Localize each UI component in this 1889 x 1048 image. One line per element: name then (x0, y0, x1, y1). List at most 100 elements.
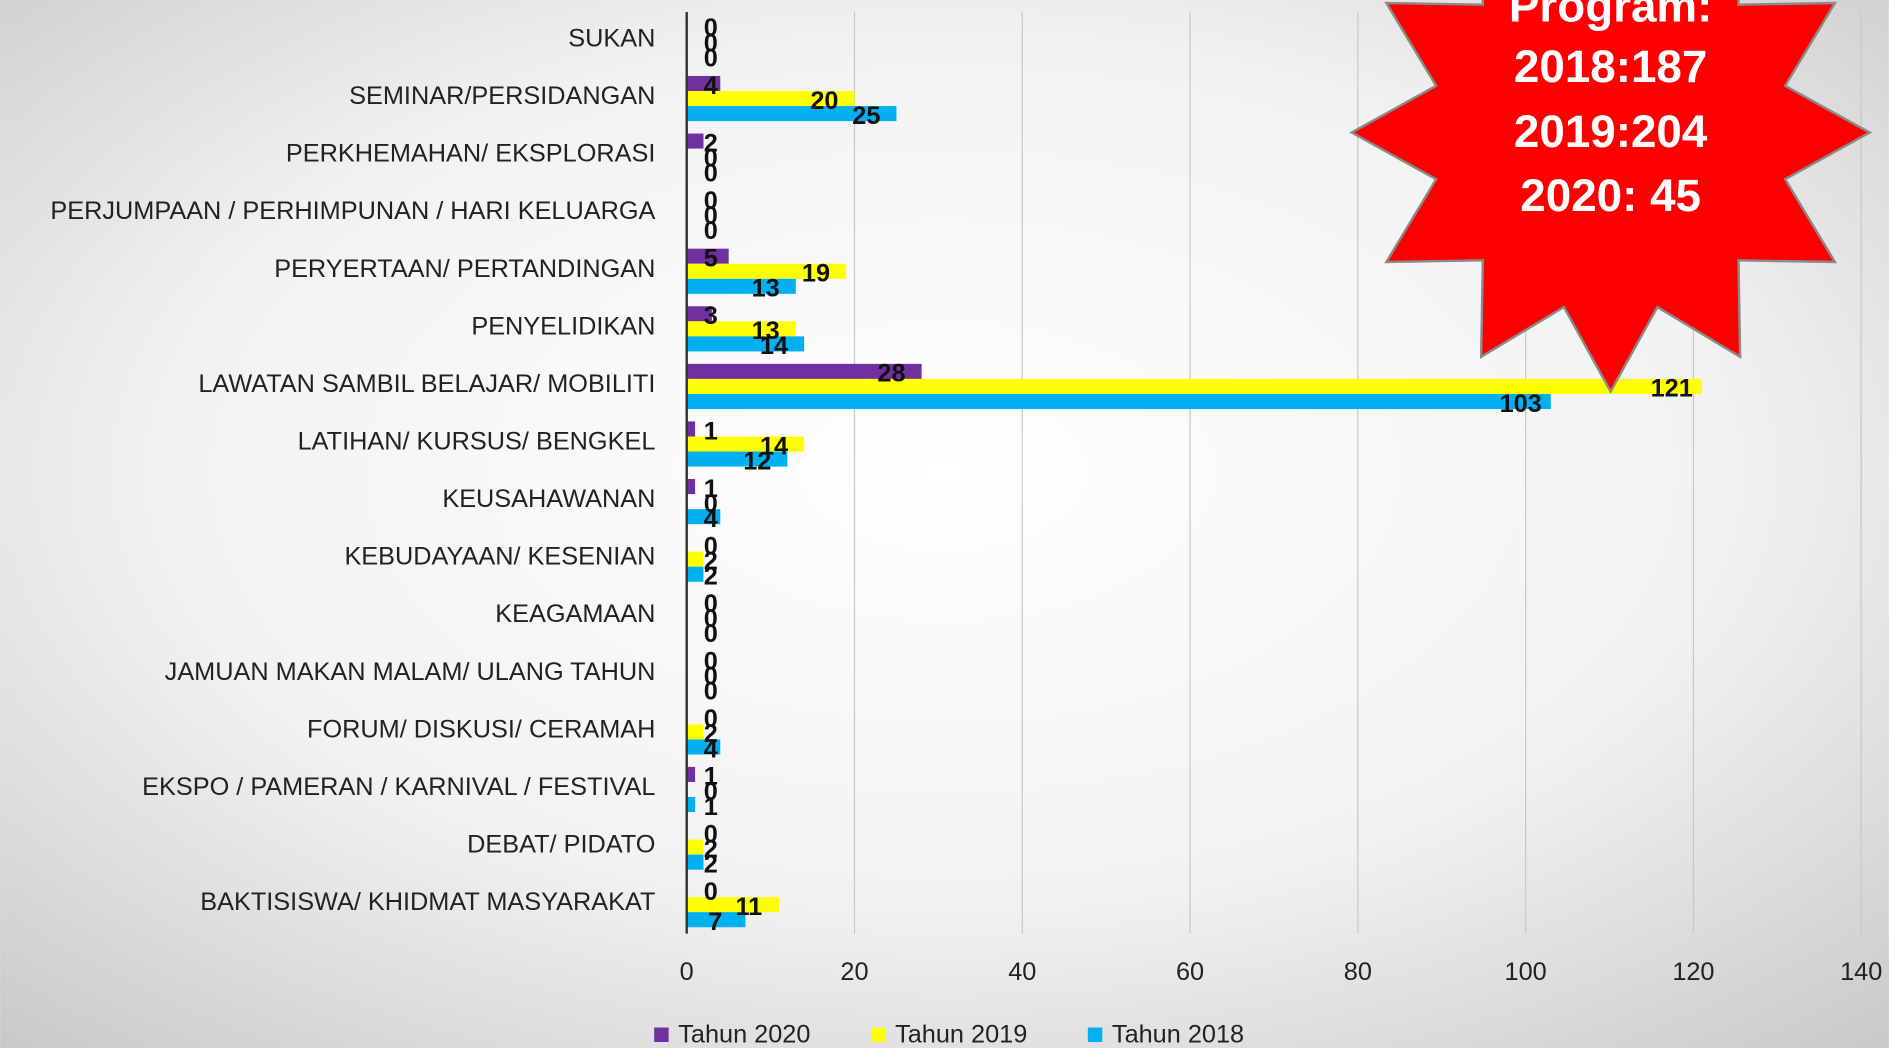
bar (686, 278, 796, 294)
data-label: 28 (877, 360, 905, 388)
data-label: 0 (704, 820, 718, 848)
data-label: 2 (704, 850, 718, 878)
bar (686, 766, 696, 782)
bar (686, 797, 696, 813)
data-label: 0 (704, 29, 718, 57)
data-label: 2 (704, 129, 718, 157)
data-label: 0 (704, 678, 718, 706)
annotation: 2018:187 (1514, 41, 1707, 92)
data-label: 14 (760, 432, 788, 460)
bar (686, 363, 922, 379)
data-label: 0 (704, 878, 718, 906)
data-label: 0 (704, 159, 718, 187)
bar (686, 248, 729, 264)
data-label: 0 (704, 44, 718, 72)
data-label: 0 (704, 620, 718, 648)
data-label: 2 (704, 563, 718, 591)
y-tick-label: EKSPO / PAMERAN / KARNIVAL / FESTIVAL (142, 773, 655, 801)
legend-swatch (654, 1027, 669, 1042)
data-label: 12 (743, 447, 771, 475)
y-tick-label: KEUSAHAWANAN (442, 485, 655, 513)
data-label: 0 (704, 648, 718, 676)
y-tick-label: LAWATAN SAMBIL BELAJAR/ MOBILITI (198, 370, 655, 398)
x-tick-label: 80 (1344, 958, 1372, 986)
data-label: 7 (708, 908, 722, 936)
data-label: 3 (704, 302, 718, 330)
data-label: 0 (704, 605, 718, 633)
data-label: 1 (704, 793, 718, 821)
legend-swatch (871, 1027, 886, 1042)
bar (686, 336, 805, 352)
bar (686, 897, 779, 913)
data-label: 4 (704, 72, 718, 100)
legend-label: Tahun 2020 (678, 1021, 810, 1048)
y-tick-label: SUKAN (568, 24, 655, 52)
data-label: 20 (810, 87, 838, 115)
data-label: 25 (852, 102, 880, 130)
y-tick-label: SEMINAR/PERSIDANGAN (349, 82, 655, 110)
data-label: 13 (752, 275, 780, 303)
bar (686, 321, 796, 337)
bar (686, 306, 712, 322)
legend-label: Tahun 2019 (895, 1021, 1027, 1048)
bar (686, 854, 704, 870)
data-label: 0 (704, 187, 718, 215)
x-tick-label: 20 (840, 958, 868, 986)
bar (686, 106, 897, 122)
data-label: 0 (704, 532, 718, 560)
data-label: 0 (704, 217, 718, 245)
data-label: 1 (704, 475, 718, 503)
data-label: 0 (704, 490, 718, 518)
y-tick-label: PENYELIDIKAN (471, 312, 655, 340)
bar (686, 739, 721, 755)
data-label: 0 (704, 778, 718, 806)
bar (686, 436, 805, 452)
x-tick-label: 140 (1840, 958, 1882, 986)
legend-swatch (1087, 1027, 1103, 1042)
data-label: 2 (704, 547, 718, 575)
bar (686, 91, 855, 107)
bar (686, 133, 704, 149)
y-tick-label: KEAGAMAAN (495, 600, 655, 628)
data-label: 11 (736, 893, 763, 921)
x-tick-label: 60 (1176, 958, 1204, 986)
data-label: 5 (704, 245, 718, 273)
data-label: 0 (704, 14, 718, 42)
data-label: 121 (1651, 375, 1693, 403)
data-label: 1 (704, 763, 718, 791)
bar (686, 263, 847, 279)
star-badge (1349, 0, 1873, 394)
bar (686, 393, 1551, 410)
bar (686, 421, 696, 437)
data-label: 0 (704, 590, 718, 618)
y-tick-label: PERKHEMAHAN/ EKSPLORASI (286, 140, 656, 168)
bar (686, 479, 696, 495)
data-label: 0 (704, 705, 718, 733)
annotation: 2019:204 (1514, 106, 1708, 157)
bar (686, 451, 788, 467)
data-label: 13 (752, 317, 780, 345)
data-label: 2 (704, 720, 718, 748)
data-label: 0 (704, 144, 718, 172)
data-label: 2 (704, 835, 718, 863)
x-tick-label: 120 (1672, 958, 1714, 986)
data-label: 0 (704, 663, 718, 691)
x-tick-label: 0 (680, 958, 694, 986)
bar (686, 724, 704, 740)
y-tick-label: DEBAT/ PIDATO (467, 831, 655, 859)
data-label: 1 (704, 417, 718, 445)
bar (686, 378, 1702, 394)
x-tick-label: 100 (1505, 958, 1547, 986)
bar (686, 551, 704, 567)
data-label: 103 (1500, 390, 1542, 418)
y-tick-label: LATIHAN/ KURSUS/ BENGKEL (298, 427, 656, 455)
bar (686, 839, 704, 855)
bar (686, 566, 704, 582)
y-tick-label: FORUM/ DISKUSI/ CERAMAH (307, 715, 655, 743)
data-label: 19 (802, 260, 830, 288)
bar (686, 75, 721, 92)
legend-label: Tahun 2018 (1112, 1021, 1244, 1048)
y-tick-label: PERJUMPAAN / PERHIMPUNAN / HARI KELUARGA (50, 197, 655, 225)
x-tick-label: 40 (1008, 958, 1036, 986)
